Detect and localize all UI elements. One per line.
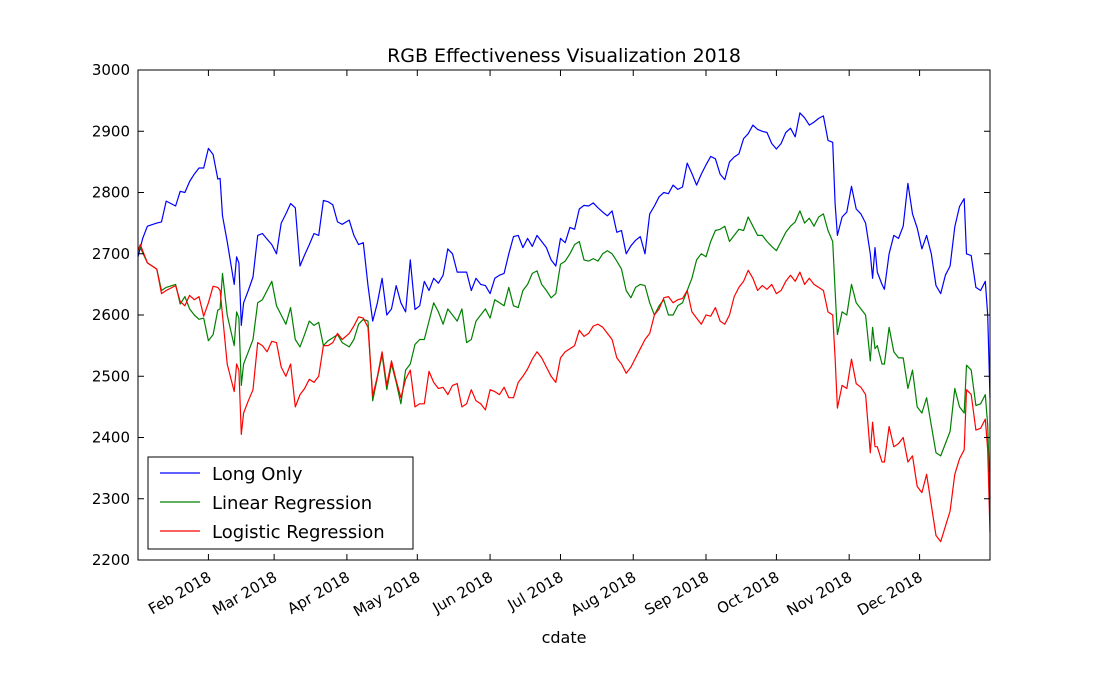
y-tick-label: 2500	[92, 367, 130, 385]
x-tick-label: May 2018	[350, 568, 423, 621]
chart-title: RGB Effectiveness Visualization 2018	[387, 45, 741, 67]
x-tick-label: Sep 2018	[641, 568, 712, 619]
y-tick-label: 2800	[92, 184, 130, 202]
legend-label-long-only: Long Only	[212, 464, 303, 485]
x-tick-label: Apr 2018	[284, 568, 353, 618]
y-tick-label: 2200	[92, 551, 130, 569]
series-line-logistic-regression	[137, 244, 991, 543]
y-tick-label: 3000	[92, 61, 130, 79]
x-tick-label: Aug 2018	[568, 568, 640, 620]
x-tick-label: Nov 2018	[784, 568, 856, 620]
x-tick-label: Oct 2018	[714, 568, 783, 618]
x-axis-label: cdate	[542, 628, 587, 647]
y-tick-label: 2400	[92, 429, 130, 447]
series-line-long-only	[137, 112, 991, 398]
x-tick-label: Jun 2018	[429, 568, 496, 617]
x-tick-label: Feb 2018	[145, 568, 214, 618]
y-tick-label: 2900	[92, 122, 130, 140]
x-tick-label: Jul 2018	[504, 568, 567, 615]
legend-frame	[147, 456, 414, 550]
series-layer	[137, 112, 991, 543]
legend: Long Only Linear Regression Logistic Reg…	[147, 456, 414, 550]
x-tick-label: Dec 2018	[854, 568, 925, 620]
y-tick-label: 2700	[92, 245, 130, 263]
series-line-linear-regression	[137, 210, 991, 499]
y-tick-label: 2600	[92, 306, 130, 324]
legend-label-linear-regression: Linear Regression	[212, 493, 372, 514]
y-axis: 2200 2300 2400 2500 2600 2700 2800 2900 3000	[92, 61, 990, 569]
y-tick-label: 2300	[92, 490, 130, 508]
legend-label-logistic-regression: Logistic Regression	[212, 522, 385, 543]
x-tick-label: Mar 2018	[209, 568, 280, 619]
